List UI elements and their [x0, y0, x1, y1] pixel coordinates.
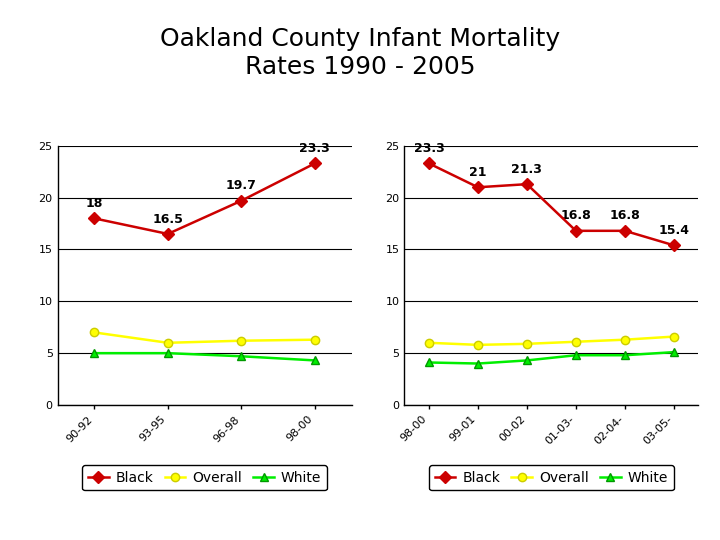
Text: 21: 21	[469, 166, 487, 179]
Text: 16.5: 16.5	[153, 213, 184, 226]
Text: 21.3: 21.3	[511, 163, 542, 176]
Text: 23.3: 23.3	[300, 142, 330, 155]
Text: 16.8: 16.8	[561, 210, 591, 222]
Text: 23.3: 23.3	[413, 142, 444, 155]
Text: 19.7: 19.7	[226, 179, 257, 192]
Text: 15.4: 15.4	[658, 224, 690, 237]
Legend: Black, Overall, White: Black, Overall, White	[82, 465, 327, 490]
Text: 16.8: 16.8	[610, 210, 640, 222]
Text: 18: 18	[86, 197, 103, 210]
Legend: Black, Overall, White: Black, Overall, White	[429, 465, 674, 490]
Text: Oakland County Infant Mortality
Rates 1990 - 2005: Oakland County Infant Mortality Rates 19…	[160, 27, 560, 79]
